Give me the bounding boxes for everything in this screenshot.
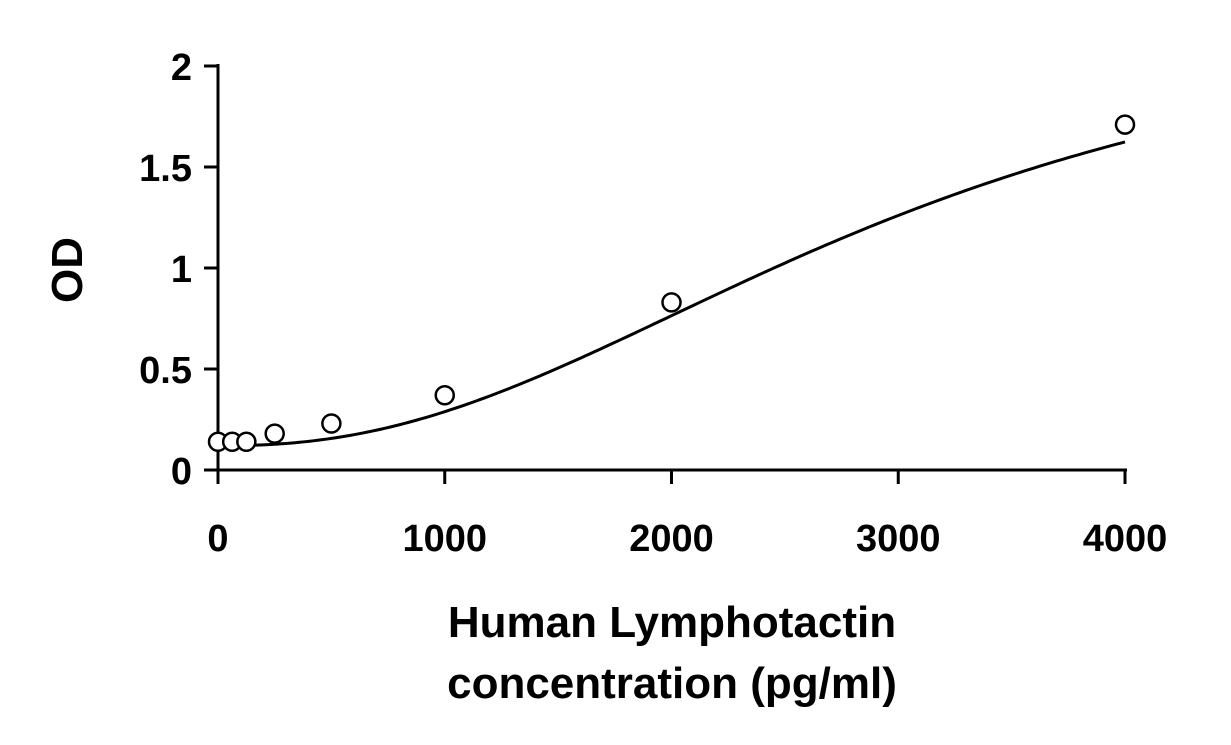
x-tick-label: 3000 [856,518,941,560]
x-tick-label: 2000 [629,518,714,560]
fit-curve [218,140,1126,448]
data-point [1114,114,1136,135]
axes [216,64,1127,472]
y-tick-label: 0 [171,451,192,493]
x-tick-label: 1000 [402,518,487,560]
y-tick-label: 1 [171,249,192,291]
x-axis-label-line-1: Human Lymphotactin [448,598,896,647]
y-tick-label: 0.5 [139,350,192,392]
x-axis-label-line-2: concentration (pg/ml) [447,659,897,708]
x-tick-label: 4000 [1083,518,1168,560]
y-tick-label: 1.5 [139,148,192,190]
data-point [236,431,257,452]
data-points [207,114,1136,452]
data-point [264,423,285,444]
data-point [434,385,455,406]
ticks: 0 0.5 1 1.5 2 0 1000 2000 3000 4000 [139,47,1167,560]
y-tick-label: 2 [171,47,192,89]
fit-curve-group [218,140,1126,448]
x-tick-label: 0 [207,518,228,560]
data-point [321,413,342,434]
y-axis-label: OD [43,237,92,303]
data-point [661,292,682,313]
